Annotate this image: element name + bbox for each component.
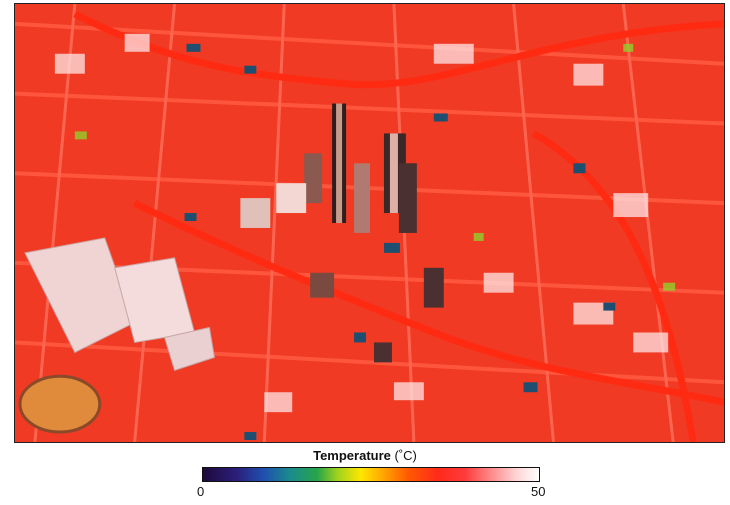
highway-north (73, 10, 724, 89)
legend-unit: (˚C) (394, 448, 417, 463)
legend-max-label: 50 (531, 484, 546, 499)
legend-min-label: 0 (197, 484, 205, 499)
thermal-map (14, 3, 725, 443)
legend-title: Temperature (˚C) (0, 448, 730, 463)
legend-title-text: Temperature (313, 448, 391, 463)
roads (73, 10, 724, 442)
highway-east (531, 130, 697, 442)
city-blocks (15, 4, 724, 442)
stadium (18, 374, 102, 434)
hot-rooftops (54, 33, 669, 413)
highway-south (133, 199, 724, 406)
temperature-color-scale (202, 467, 540, 482)
green-patches (74, 43, 676, 291)
downtown-towers (240, 103, 444, 363)
large-warehouses (24, 237, 215, 371)
cool-vegetation (184, 43, 616, 441)
